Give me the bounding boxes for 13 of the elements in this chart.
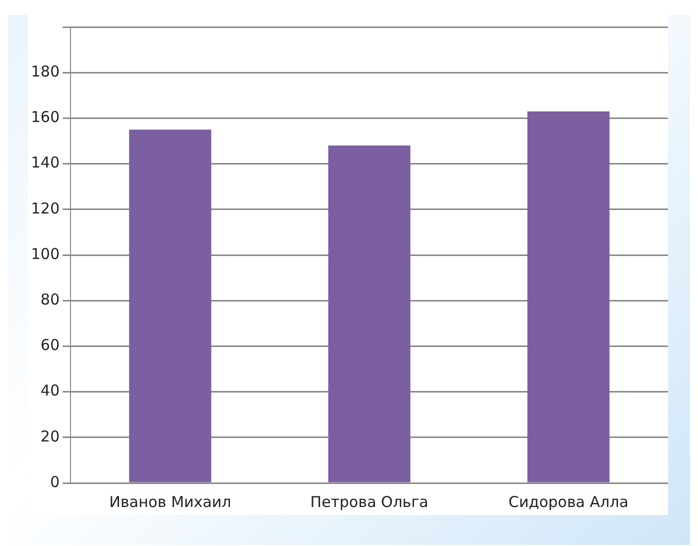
- y-tick-label: 0: [50, 472, 60, 491]
- y-tick-label: 120: [30, 199, 60, 218]
- y-tick-label: 20: [40, 427, 60, 446]
- x-tick-label: Сидорова Алла: [508, 492, 628, 511]
- y-tick-label: 40: [40, 382, 60, 400]
- y-tick-label: 100: [30, 244, 60, 263]
- x-tick-label: Петрова Ольга: [310, 492, 428, 511]
- y-tick-label: 60: [40, 336, 60, 354]
- y-tick-label: 160: [30, 108, 60, 126]
- y-tick-label: 140: [30, 154, 60, 172]
- x-tick-label: Иванов Михаил: [109, 492, 232, 511]
- y-tick-label: 80: [40, 290, 60, 308]
- y-tick-label: 180: [30, 62, 60, 80]
